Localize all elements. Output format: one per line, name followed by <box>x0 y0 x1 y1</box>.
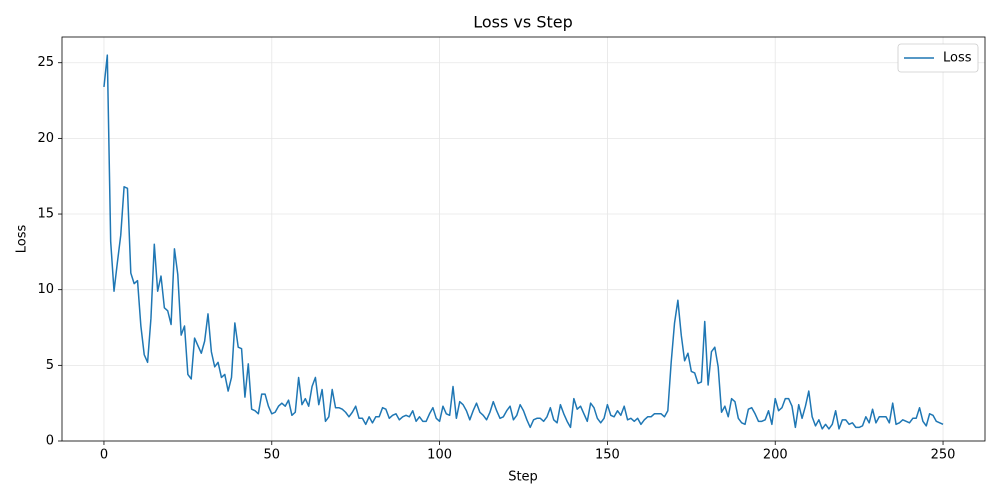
x-tick-label: 150 <box>595 448 620 463</box>
axes-frame <box>61 36 986 442</box>
y-tick-label: 0 <box>46 434 54 449</box>
y-tick-label: 5 <box>46 358 54 373</box>
legend-box <box>897 43 979 73</box>
y-tick-label: 20 <box>37 131 54 146</box>
y-axis-label: Loss <box>15 225 30 254</box>
x-tick-label: 200 <box>763 448 788 463</box>
y-tick-label: 15 <box>37 207 54 222</box>
x-tick-label: 50 <box>263 448 280 463</box>
chart-title: Loss vs Step <box>473 13 573 32</box>
legend-label: Loss <box>943 51 972 66</box>
data-line <box>103 54 944 430</box>
y-tick-label: 25 <box>37 55 54 70</box>
x-tick-label: 100 <box>427 448 452 463</box>
y-tick-label: 10 <box>37 282 54 297</box>
x-tick-label: 250 <box>931 448 956 463</box>
x-axis-label: Step <box>508 470 538 485</box>
x-tick-label: 0 <box>100 448 108 463</box>
